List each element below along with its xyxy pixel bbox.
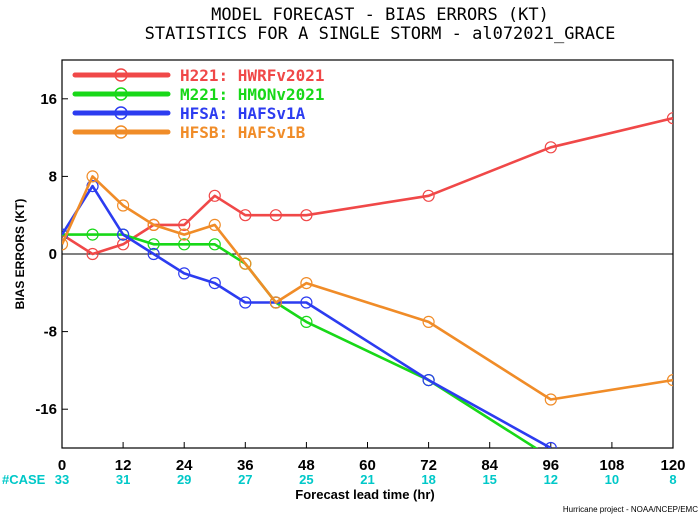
data-point [666, 374, 673, 387]
case-count: 18 [421, 472, 435, 487]
case-count: 12 [544, 472, 558, 487]
series-3 [62, 170, 673, 406]
data-point [422, 189, 435, 202]
series-line [62, 184, 552, 448]
x-tick-label: 96 [542, 457, 559, 474]
case-count: 25 [299, 472, 313, 487]
data-point [300, 296, 313, 309]
x-tick-label: 48 [298, 457, 315, 474]
x-tick-label: 84 [481, 457, 498, 474]
legend-label: H221: HWRFv2021 [180, 66, 325, 85]
series-0 [62, 112, 673, 261]
credit-text: Hurricane project - NOAA/NCEP/EMC [563, 505, 698, 514]
data-point [208, 218, 221, 231]
case-counts: 33 31 29 27 25 21 18 15 12 10 8 [55, 472, 677, 487]
data-point [208, 238, 221, 251]
series-line [62, 233, 538, 448]
data-point [544, 441, 557, 448]
data-point [208, 277, 221, 290]
case-count: 8 [669, 472, 676, 487]
legend-label: M221: HMONv2021 [180, 85, 325, 104]
case-label: #CASE [2, 472, 46, 487]
legend-marker [114, 87, 128, 101]
data-point [300, 209, 313, 222]
series-line [62, 116, 673, 256]
case-count: 29 [177, 472, 191, 487]
axes-layer: 0 12 24 36 48 60 72 84 96 108 120 16 8 0 -8 -16 [35, 91, 685, 474]
x-tick-label: 0 [58, 457, 66, 474]
data-point [116, 228, 130, 241]
data-point [422, 374, 435, 387]
data-point [239, 296, 252, 309]
y-tick-label: -8 [44, 324, 57, 341]
data-point [300, 315, 313, 328]
y-axis-label: BIAS ERRORS (KT) [13, 199, 27, 310]
data-point [86, 247, 99, 261]
case-count: 21 [360, 472, 374, 487]
data-point [666, 112, 673, 125]
data-point [422, 315, 435, 328]
x-tick-label: 36 [237, 457, 254, 474]
case-count: 33 [55, 472, 69, 487]
legend-label: HFSB: HAFSv1B [180, 123, 306, 142]
data-point [147, 238, 160, 251]
series-line [62, 175, 673, 401]
data-point [178, 228, 191, 241]
chart-title-line1: MODEL FORECAST - BIAS ERRORS (KT) [211, 5, 549, 25]
chart-title-line2: STATISTICS FOR A SINGLE STORM - al072021… [145, 24, 616, 44]
data-point [239, 209, 252, 222]
series-1 [62, 228, 538, 448]
data-point [178, 218, 191, 231]
data-point [62, 238, 69, 251]
data-point [116, 199, 130, 212]
series-2 [62, 180, 557, 448]
series-layer [62, 112, 673, 448]
x-tick-label: 60 [359, 457, 376, 474]
data-point [208, 189, 221, 202]
data-point [178, 267, 191, 280]
data-point [86, 228, 99, 241]
legend-marker [114, 125, 128, 139]
data-point [544, 393, 557, 406]
case-count: 27 [238, 472, 252, 487]
data-point [147, 218, 160, 231]
y-tick-label: 8 [49, 168, 57, 185]
legend-label: HFSA: HAFSv1A [180, 104, 306, 123]
data-point [178, 238, 191, 251]
x-tick-label: 72 [420, 457, 437, 474]
legend-marker [114, 68, 128, 82]
legend-marker [114, 106, 128, 120]
y-tick-label: 16 [40, 91, 57, 108]
case-count: 10 [605, 472, 619, 487]
data-point [116, 238, 130, 251]
data-point [86, 170, 99, 183]
case-count: 15 [482, 472, 496, 487]
x-tick-label: 120 [660, 457, 685, 474]
data-point [269, 209, 282, 222]
x-axis-label: Forecast lead time (hr) [295, 487, 434, 502]
x-tick-label: 12 [115, 457, 132, 474]
x-tick-label: 24 [176, 457, 193, 474]
case-count: 31 [116, 472, 130, 487]
data-point [239, 257, 252, 270]
data-point [147, 247, 160, 261]
y-tick-label: -16 [35, 401, 57, 418]
data-point [544, 141, 557, 154]
data-point [300, 277, 313, 290]
data-point [269, 296, 282, 309]
x-tick-label: 108 [599, 457, 624, 474]
y-tick-label: 0 [49, 246, 57, 263]
